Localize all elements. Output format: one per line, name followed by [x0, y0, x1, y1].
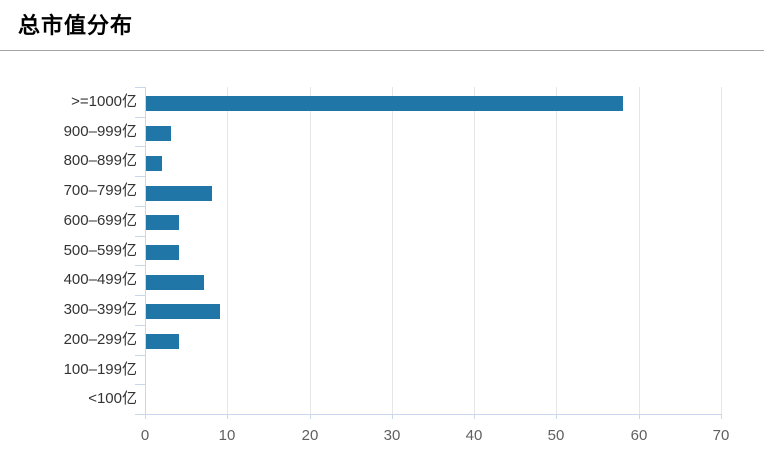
x-axis-tick [721, 414, 722, 419]
grid-line [310, 87, 311, 414]
y-axis-category-label: <100亿 [88, 390, 137, 407]
y-axis-category-label: 900–999亿 [63, 123, 137, 140]
y-axis-tick [135, 325, 145, 326]
bar-800–899亿[interactable] [146, 156, 162, 171]
x-axis-value-label: 20 [301, 427, 319, 444]
y-axis-category-label: >=1000亿 [71, 93, 137, 110]
x-axis-value-label: 10 [218, 427, 236, 444]
y-axis-tick [135, 384, 145, 385]
grid-line [721, 87, 722, 414]
y-axis-category-label: 200–299亿 [63, 331, 137, 348]
x-axis-value-label: 60 [630, 427, 648, 444]
bar-200–299亿[interactable] [146, 334, 179, 349]
y-axis-tick [135, 295, 145, 296]
x-axis-tick [392, 414, 393, 419]
y-axis-tick [135, 265, 145, 266]
bar-700–799亿[interactable] [146, 186, 212, 201]
x-axis-tick [310, 414, 311, 419]
x-axis-value-label: 70 [712, 427, 730, 444]
y-axis-tick [135, 414, 145, 415]
bar->=1000亿[interactable] [146, 96, 623, 111]
grid-line [392, 87, 393, 414]
page-title: 总市值分布 [18, 13, 134, 38]
y-axis-tick [135, 117, 145, 118]
y-axis-tick [135, 206, 145, 207]
title-divider [0, 50, 764, 51]
market-cap-distribution-bar-chart: >=1000亿 900–999亿 800–899亿 700–799亿 600–699亿 5… [0, 51, 764, 468]
y-axis-tick [135, 146, 145, 147]
y-axis-tick [135, 176, 145, 177]
bar-600–699亿[interactable] [146, 215, 179, 230]
y-axis-tick [135, 236, 145, 237]
grid-line [639, 87, 640, 414]
bar-400–499亿[interactable] [146, 275, 204, 290]
x-axis-tick [474, 414, 475, 419]
bar-300–399亿[interactable] [146, 304, 220, 319]
bar-500–599亿[interactable] [146, 245, 179, 260]
y-axis-category-label: 800–899亿 [63, 152, 137, 169]
x-axis-tick [639, 414, 640, 419]
x-axis-tick [227, 414, 228, 419]
grid-line [227, 87, 228, 414]
x-axis-value-label: 50 [547, 427, 565, 444]
y-axis-category-label: 700–799亿 [63, 182, 137, 199]
x-axis-value-label: 40 [465, 427, 483, 444]
x-axis-value-label: 0 [140, 427, 150, 444]
y-axis-category-label: 600–699亿 [63, 212, 137, 229]
y-axis-category-label: 300–399亿 [63, 301, 137, 318]
y-axis-tick [135, 355, 145, 356]
x-axis-value-label: 30 [383, 427, 401, 444]
y-axis-category-label: 400–499亿 [63, 271, 137, 288]
x-axis-line [145, 414, 722, 415]
grid-line [556, 87, 557, 414]
x-axis-tick [556, 414, 557, 419]
y-axis-category-label: 100–199亿 [63, 361, 137, 378]
y-axis-tick [135, 87, 145, 88]
x-axis-tick [145, 414, 146, 419]
grid-line [474, 87, 475, 414]
y-axis-line [145, 87, 146, 415]
bar-900–999亿[interactable] [146, 126, 171, 141]
y-axis-category-label: 500–599亿 [63, 242, 137, 259]
